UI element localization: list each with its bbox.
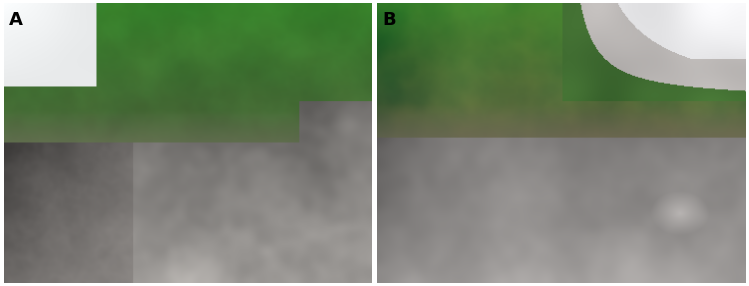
Text: B: B xyxy=(382,11,396,29)
Text: A: A xyxy=(9,11,23,29)
